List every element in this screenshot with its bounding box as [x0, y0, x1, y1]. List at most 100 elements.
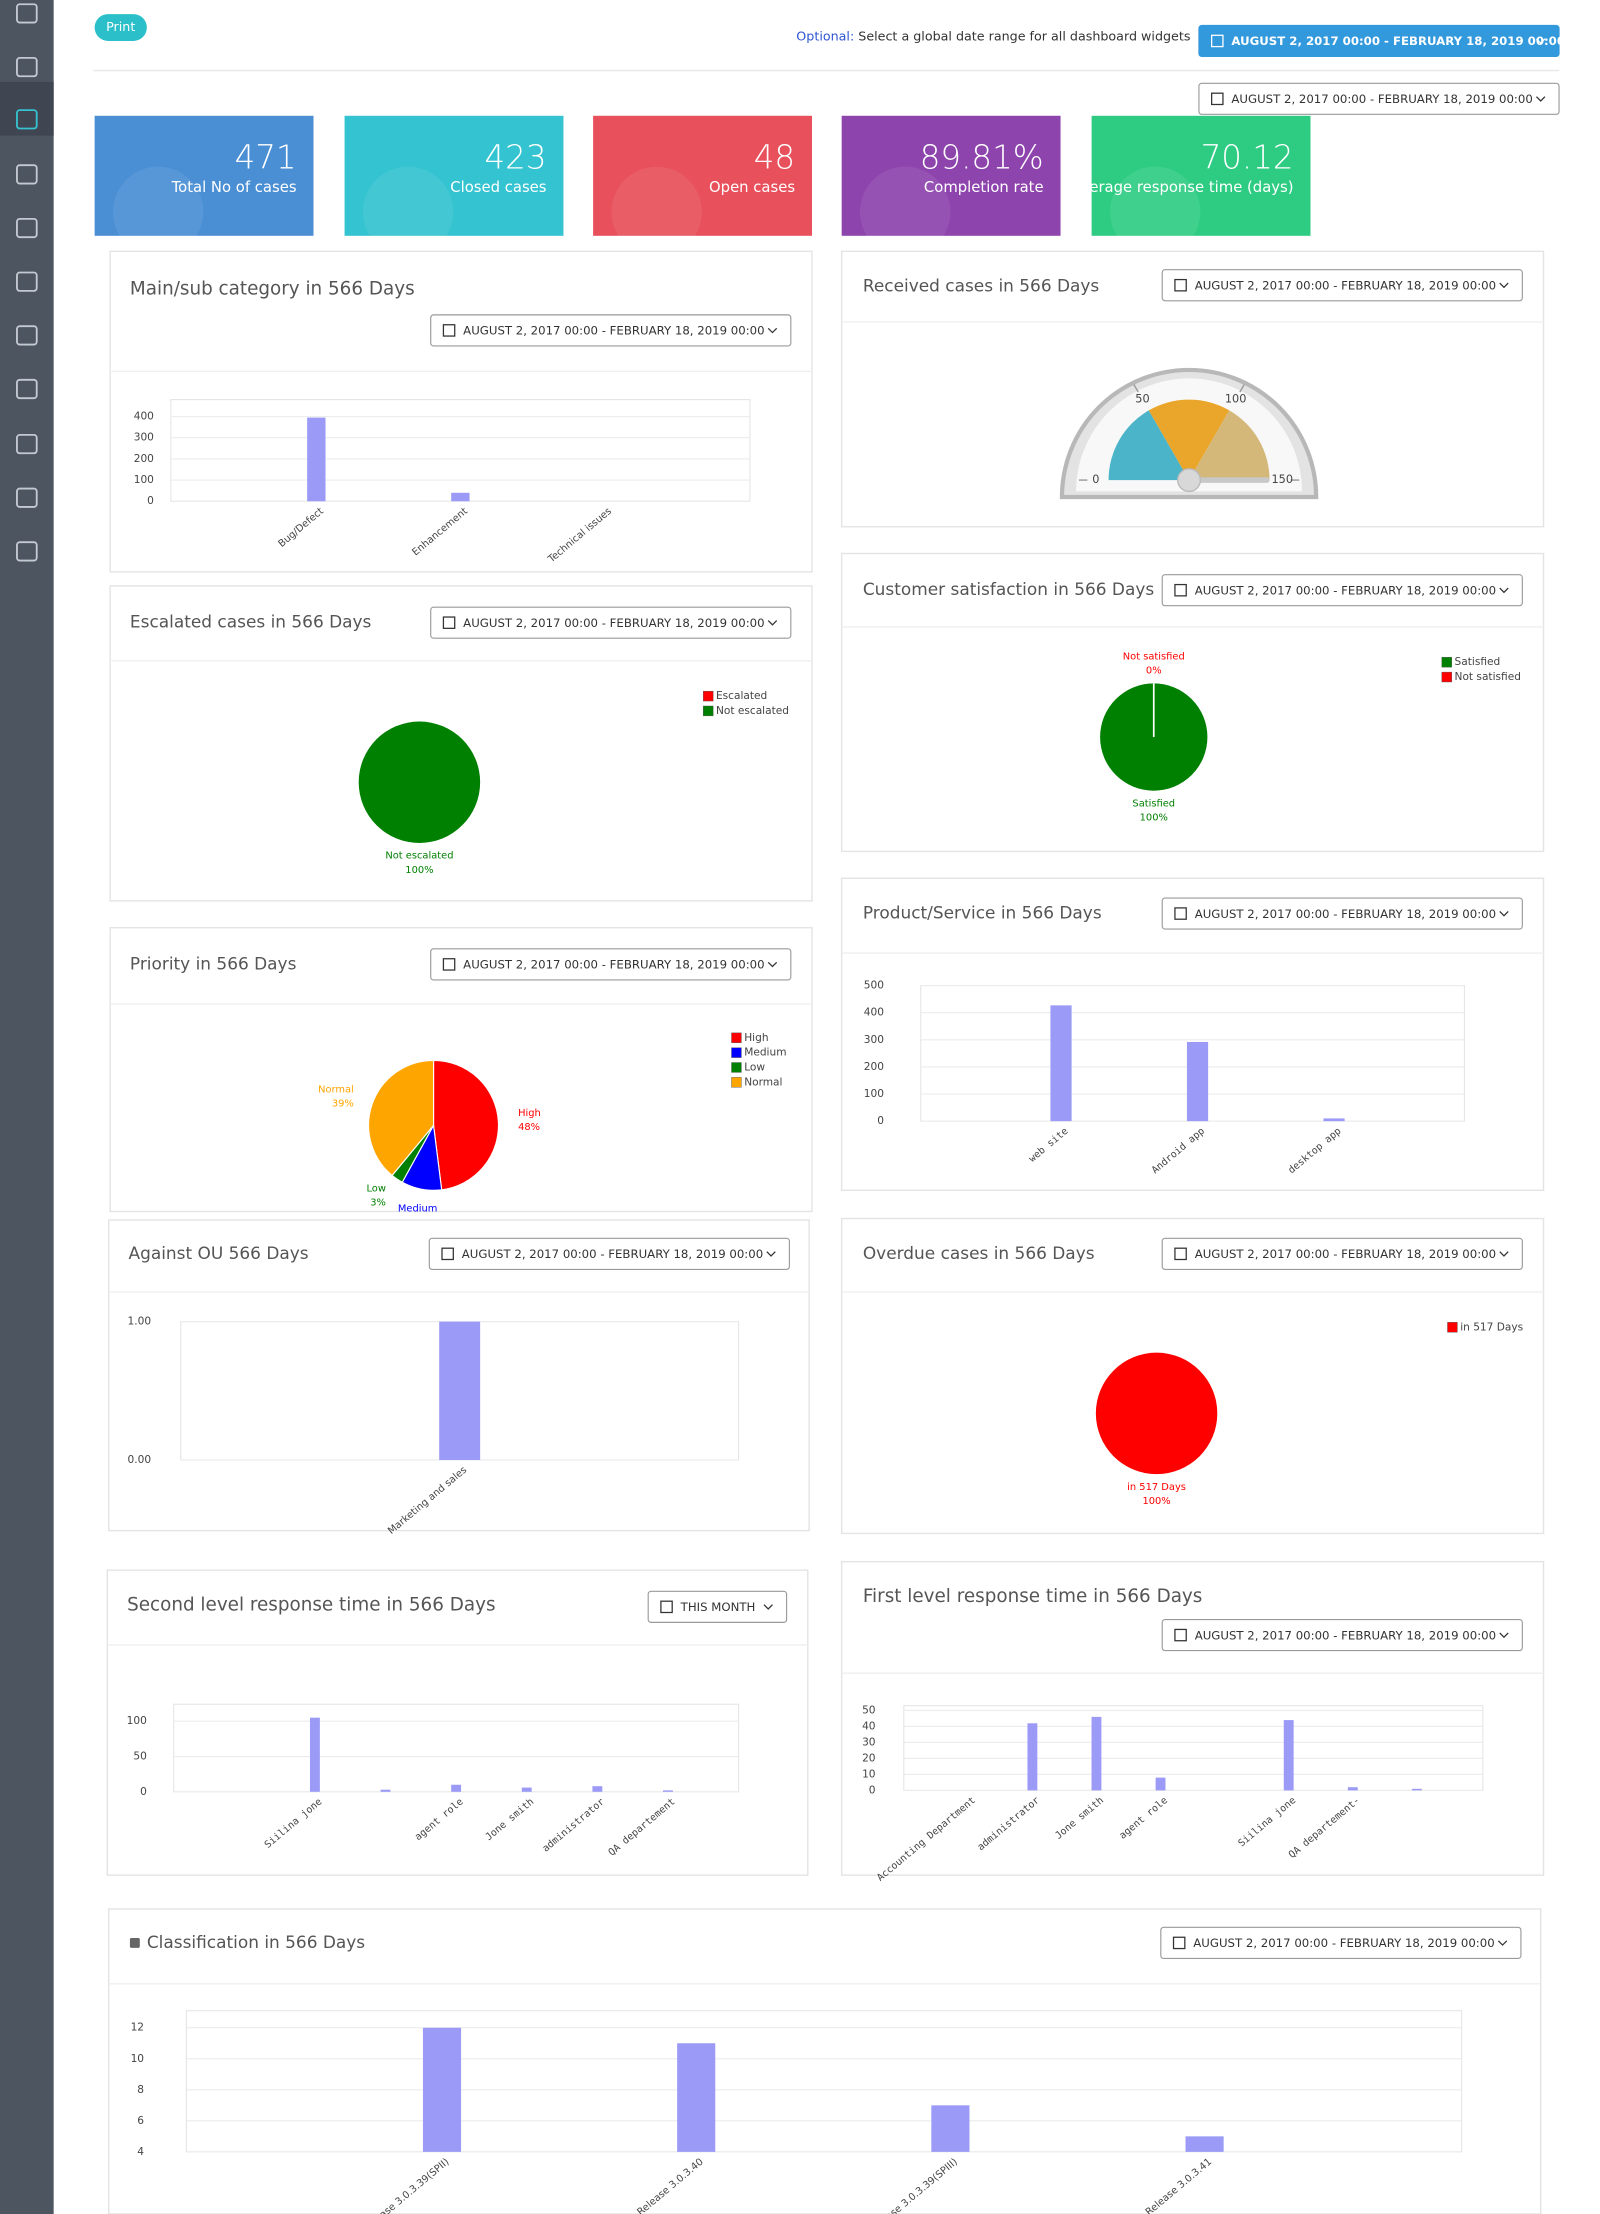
widget-title: Product/Service in 566 Days — [863, 903, 1102, 923]
data-label-value: 39% — [332, 1099, 354, 1110]
kpi-decoration — [611, 166, 702, 257]
sidebar-active — [0, 81, 54, 136]
calendar-icon — [1174, 278, 1187, 292]
button-bg[interactable] — [430, 606, 792, 639]
date-range-button[interactable]: AUGUST 2, 2017 00:00 - FEBRUARY 18, 2019… — [430, 606, 792, 639]
date-range-button[interactable]: AUGUST 2, 2017 00:00 - FEBRUARY 18, 2019… — [1161, 1237, 1523, 1270]
sidebar-icon[interactable] — [16, 433, 38, 455]
calendar-icon — [1174, 907, 1187, 920]
sidebar-icon[interactable] — [16, 3, 38, 24]
sidebar-icon[interactable] — [16, 109, 38, 130]
widget-title: Priority in 566 Days — [130, 953, 296, 973]
widget-title: Customer satisfaction in 566 Days — [863, 579, 1154, 599]
y-tick-label: 100 — [127, 1715, 147, 1727]
widget-box — [109, 250, 813, 573]
bar — [931, 2105, 970, 2152]
date-range-button[interactable]: AUGUST 2, 2017 00:00 - FEBRUARY 18, 2019… — [430, 314, 792, 347]
bar — [1347, 1787, 1358, 1791]
date-range-button[interactable]: AUGUST 2, 2017 00:00 - FEBRUARY 18, 2019… — [1161, 269, 1523, 302]
y-tick-label: 300 — [134, 432, 154, 444]
button-bg[interactable] — [1161, 574, 1523, 607]
print-button[interactable]: Print — [94, 14, 147, 41]
button-label[interactable]: AUGUST 2, 2017 00:00 - FEBRUARY 18, 2019… — [463, 324, 764, 338]
legend-label: High — [744, 1032, 768, 1044]
button-label[interactable]: AUGUST 2, 2017 00:00 - FEBRUARY 18, 2019… — [1195, 907, 1496, 921]
button-bg[interactable] — [1161, 897, 1523, 930]
button-label[interactable]: AUGUST 2, 2017 00:00 - FEBRUARY 18, 2019… — [1195, 1628, 1496, 1642]
gauge-band — [1108, 410, 1190, 481]
widget-title: Escalated cases in 566 Days — [130, 612, 371, 632]
date-range-button[interactable]: AUGUST 2, 2017 00:00 - FEBRUARY 18, 2019… — [428, 1237, 790, 1270]
button-label[interactable]: AUGUST 2, 2017 00:00 - FEBRUARY 18, 2019… — [463, 958, 764, 972]
chevron — [1536, 38, 1546, 44]
y-tick-label: 8 — [137, 2084, 144, 2096]
button-bg[interactable] — [1161, 1237, 1523, 1270]
kpi-label: Completion rate — [924, 179, 1044, 196]
kpi-tile — [344, 115, 564, 236]
calendar-icon — [442, 958, 456, 971]
y-tick-label: 10 — [131, 2053, 145, 2065]
calendar-icon — [1211, 92, 1224, 106]
button-bg[interactable] — [430, 314, 792, 347]
button-bg[interactable] — [428, 1237, 790, 1270]
button-bg[interactable] — [1198, 82, 1560, 115]
y-tick-label: 0 — [869, 1784, 876, 1796]
chevron — [1499, 1632, 1509, 1639]
sidebar-icon[interactable] — [16, 325, 38, 346]
calendar-icon — [442, 324, 456, 337]
date-range-button[interactable]: AUGUST 2, 2017 00:00 - FEBRUARY 18, 2019… — [1161, 897, 1523, 930]
date-range-button[interactable]: AUGUST 2, 2017 00:00 - FEBRUARY 18, 2019… — [430, 948, 792, 981]
button-label[interactable]: AUGUST 2, 2017 00:00 - FEBRUARY 18, 2019… — [1195, 278, 1496, 292]
y-tick-label: 100 — [864, 1088, 884, 1100]
sidebar-icon[interactable] — [16, 487, 38, 508]
button-bg[interactable] — [1160, 1926, 1522, 1959]
button-bg[interactable] — [430, 948, 792, 981]
title-icon — [129, 1937, 140, 1948]
date-range-button[interactable]: AUGUST 2, 2017 00:00 - FEBRUARY 18, 2019… — [1198, 82, 1560, 115]
button-label[interactable]: THIS MONTH — [680, 1600, 756, 1614]
bar — [521, 1787, 532, 1792]
button-bg[interactable] — [1198, 24, 1560, 58]
gauge-tick — [1239, 384, 1245, 393]
y-tick-label: 12 — [131, 2022, 144, 2034]
button-label[interactable]: AUGUST 2, 2017 00:00 - FEBRUARY 18, 2019… — [1193, 1936, 1494, 1950]
button-bg[interactable] — [647, 1590, 788, 1623]
date-range-button[interactable]: AUGUST 2, 2017 00:00 - FEBRUARY 18, 2019… — [1161, 1618, 1523, 1652]
bar — [1411, 1788, 1422, 1791]
bar — [380, 1789, 391, 1792]
date-range-button[interactable]: AUGUST 2, 2017 00:00 - FEBRUARY 18, 2019… — [1198, 24, 1565, 58]
sidebar-icon[interactable] — [16, 164, 38, 185]
sidebar-icon[interactable] — [16, 217, 38, 239]
sidebar-icon[interactable] — [16, 271, 38, 292]
date-range-button[interactable]: AUGUST 2, 2017 00:00 - FEBRUARY 18, 2019… — [1161, 574, 1523, 607]
bar — [1050, 1005, 1072, 1122]
button-bg[interactable] — [1161, 1618, 1523, 1652]
print-button-bg[interactable] — [94, 14, 147, 41]
widget-title: Second level response time in 566 Days — [127, 1594, 495, 1615]
widget-box — [108, 1908, 1542, 2214]
button-label[interactable]: AUGUST 2, 2017 00:00 - FEBRUARY 18, 2019… — [1231, 92, 1532, 106]
button-label[interactable]: AUGUST 2, 2017 00:00 - FEBRUARY 18, 2019… — [463, 616, 764, 630]
button-bg[interactable] — [1161, 269, 1523, 302]
sidebar-icon[interactable] — [16, 378, 38, 400]
legend-label: Not satisfied — [1455, 671, 1521, 683]
legend-swatch — [1441, 671, 1452, 683]
date-range-button[interactable]: THIS MONTH — [647, 1590, 788, 1623]
y-tick-label: 1.00 — [128, 1316, 152, 1328]
y-tick-label: 10 — [862, 1768, 876, 1780]
button-label[interactable]: AUGUST 2, 2017 00:00 - FEBRUARY 18, 2019… — [1195, 583, 1496, 597]
kpi-tile — [94, 115, 314, 236]
sidebar-icon[interactable] — [16, 56, 38, 78]
calendar-icon — [1174, 1247, 1187, 1261]
gauge-tick-label: 100 — [1225, 392, 1247, 405]
sidebar-icon[interactable] — [16, 541, 38, 562]
data-label-value: 100% — [1142, 1496, 1170, 1507]
button-label[interactable]: AUGUST 2, 2017 00:00 - FEBRUARY 18, 2019… — [1195, 1247, 1496, 1261]
bar — [1185, 2136, 1224, 2152]
kpi-label: Average response time (days) — [1071, 179, 1293, 196]
print-button-label[interactable]: Print — [106, 19, 135, 34]
button-label[interactable]: AUGUST 2, 2017 00:00 - FEBRUARY 18, 2019… — [1231, 34, 1565, 48]
date-range-button[interactable]: AUGUST 2, 2017 00:00 - FEBRUARY 18, 2019… — [1160, 1926, 1522, 1959]
legend-label: Low — [744, 1061, 765, 1073]
button-label[interactable]: AUGUST 2, 2017 00:00 - FEBRUARY 18, 2019… — [462, 1247, 763, 1261]
